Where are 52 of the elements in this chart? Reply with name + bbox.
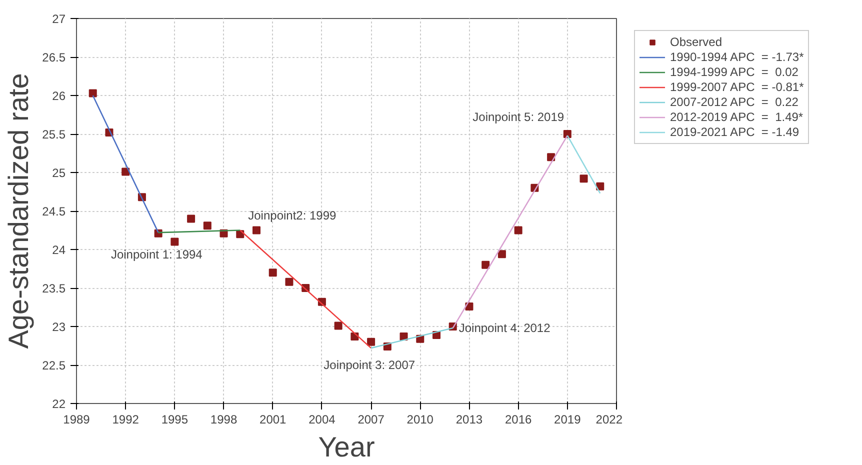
annotation: Joinpoint2: 1999 bbox=[248, 208, 337, 222]
point bbox=[482, 260, 490, 269]
legend-label: 1994-1999 APC = 0.02 bbox=[670, 65, 798, 79]
legend-label: 2007-2012 APC = 0.22 bbox=[670, 95, 798, 109]
x-tick-label: 2019 bbox=[554, 412, 582, 426]
point bbox=[596, 182, 604, 190]
x-axis-title: Year bbox=[318, 432, 375, 462]
point bbox=[170, 238, 179, 246]
y-tick-label: 25.5 bbox=[42, 128, 66, 142]
y-tick-label: 27 bbox=[52, 12, 66, 26]
y-tick-label: 26.5 bbox=[42, 50, 66, 64]
x-tick-label: 1989 bbox=[63, 412, 90, 426]
point bbox=[203, 222, 212, 230]
x-tick-label: 2010 bbox=[406, 412, 434, 426]
y-tick-label: 24.5 bbox=[42, 204, 66, 218]
x-tick-label: 1995 bbox=[161, 412, 188, 426]
legend-label: 1999-2007 APC = -0.81* bbox=[670, 80, 804, 94]
legend-label: 2012-2019 APC = 1.49* bbox=[670, 110, 804, 124]
point bbox=[252, 226, 260, 234]
x-tick-label: 2016 bbox=[504, 412, 532, 426]
x-tick-label: 2007 bbox=[358, 412, 385, 426]
y-tick-label: 23 bbox=[52, 320, 66, 334]
legend-label: 1990-1994 APC = -1.73* bbox=[670, 50, 804, 64]
y-tick-label: 25 bbox=[52, 166, 66, 180]
point bbox=[334, 322, 342, 330]
point bbox=[498, 250, 506, 258]
y-tick-label: 23.5 bbox=[42, 282, 66, 296]
annotation: Joinpoint 1: 1994 bbox=[110, 247, 203, 262]
y-tick-label: 24 bbox=[52, 243, 66, 257]
y-tick-label: 22.5 bbox=[42, 358, 66, 372]
point bbox=[580, 174, 588, 183]
point bbox=[285, 278, 294, 286]
point bbox=[187, 214, 196, 223]
point bbox=[367, 338, 376, 346]
point bbox=[88, 89, 97, 98]
legend-label: Observed bbox=[670, 35, 722, 49]
annotation: Joinpoint 5: 2019 bbox=[472, 110, 564, 124]
legend-label: 2019-2021 APC = -1.49 bbox=[670, 125, 800, 139]
x-tick-label: 1998 bbox=[210, 412, 238, 426]
x-tick-label: 2001 bbox=[260, 412, 287, 426]
y-tick-label: 26 bbox=[52, 89, 66, 103]
x-tick-label: 1992 bbox=[112, 412, 140, 426]
y-tick-label: 22 bbox=[52, 397, 66, 411]
point bbox=[514, 226, 522, 234]
annotation: Joinpoint 4: 2012 bbox=[458, 321, 551, 336]
point bbox=[268, 268, 277, 277]
x-tick-label: 2013 bbox=[456, 412, 483, 426]
x-tick-label: 2004 bbox=[308, 412, 336, 426]
x-tick-label: 2022 bbox=[596, 412, 623, 426]
annotation: Joinpoint 3: 2007 bbox=[324, 358, 416, 372]
y-axis-title: Age-standardized rate bbox=[3, 73, 34, 349]
point bbox=[122, 168, 130, 176]
